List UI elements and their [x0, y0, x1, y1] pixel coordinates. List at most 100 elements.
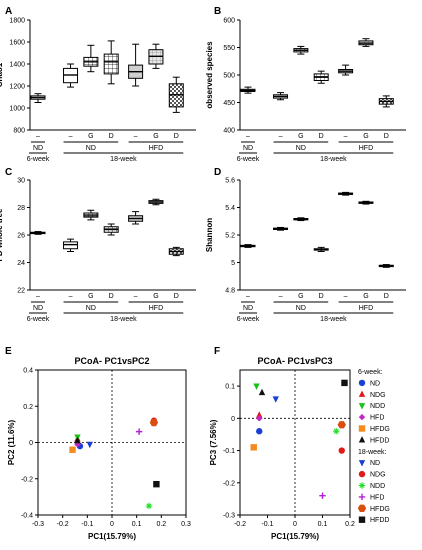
y-tick-label-d: 5.2	[225, 233, 235, 240]
y-tick-label-d: 4.8	[225, 288, 235, 295]
panel-letter-d: D	[214, 167, 221, 178]
legend-marker	[358, 493, 366, 501]
legend-marker	[358, 516, 366, 523]
group-label-hfd18: HFD	[359, 305, 373, 312]
x-category-label: G	[363, 293, 368, 300]
x-category-label: G	[88, 293, 93, 300]
group-label-nd6: ND	[243, 145, 253, 152]
y-tick-label-b: 600	[223, 18, 235, 25]
y-axis-label-c: PD whole tree	[0, 208, 4, 261]
x-tick-label-e: 0.1	[132, 521, 142, 528]
legend-marker	[358, 482, 366, 489]
x-tick-label-e: -0.2	[57, 521, 69, 528]
y-tick-label-c: 22	[17, 288, 25, 295]
x-tick-label-e: 0.3	[181, 521, 191, 528]
x-category-label: D	[319, 133, 324, 140]
legend-marker	[358, 413, 366, 421]
x-tick-label-e: 0	[110, 521, 114, 528]
data-point-18-ndd	[145, 502, 153, 510]
legend-marker	[357, 504, 367, 512]
x-category-label: D	[174, 293, 179, 300]
legend-label: HFDG	[370, 426, 390, 433]
y-axis-label-a: Chao1	[0, 62, 4, 87]
x-category-label: G	[298, 133, 303, 140]
x-category-label: –	[134, 293, 138, 300]
y-tick-label-b: 400	[223, 128, 235, 135]
x-category-label: –	[344, 133, 348, 140]
legend-marker	[358, 379, 366, 387]
data-point-18-nd	[272, 396, 279, 403]
group-label-week6: 6-week	[27, 156, 50, 163]
y-tick-label-a: 1400	[9, 62, 25, 69]
scatter-plot-f: PCoA- PC1vsPC3-0.2 -0.1 0 0.1 0.2-0.3-0.2-0.…	[209, 356, 355, 541]
legend-label: HFD	[370, 494, 384, 501]
x-category-label: –	[69, 133, 73, 140]
y-tick-label-b: 550	[223, 45, 235, 52]
group-label-nd18: ND	[86, 305, 96, 312]
x-tick-label-f: 0	[293, 521, 297, 528]
panel-letter-f: F	[214, 346, 220, 357]
y-tick-label-a: 800	[13, 128, 25, 135]
group-label-week6: 6-week	[27, 316, 50, 323]
data-point-6-hfdg	[69, 446, 76, 453]
x-category-label: D	[109, 133, 114, 140]
legend-marker	[358, 470, 366, 478]
group-label-week18: 18-week	[320, 156, 347, 163]
y-tick-label-f: 0.1	[225, 384, 235, 391]
y-tick-label-e: 0.4	[23, 368, 33, 375]
group-label-week18: 18-week	[320, 316, 347, 323]
x-tick-label-e: -0.1	[81, 521, 93, 528]
x-category-label: –	[134, 133, 138, 140]
group-label-hfd18: HFD	[359, 145, 373, 152]
legend-marker	[358, 403, 366, 410]
legend-label: NDD	[370, 483, 385, 490]
legend-label: HFDG	[370, 506, 390, 513]
x-category-label: D	[319, 293, 324, 300]
x-category-label: –	[279, 133, 283, 140]
data-point-18-ndg	[338, 447, 345, 454]
group-label-nd6: ND	[33, 145, 43, 152]
data-point-6-nd	[256, 428, 263, 435]
group-label-nd6: ND	[243, 305, 253, 312]
data-point-18-nd	[86, 441, 93, 449]
y-axis-label-b: observed species	[205, 41, 214, 109]
group-label-week6: 6-week	[237, 156, 260, 163]
y-tick-label-d: 5.6	[225, 178, 235, 185]
y-tick-label-a: 1000	[9, 106, 25, 113]
x-category-label: –	[279, 293, 283, 300]
y-tick-label-d: 5.4	[225, 205, 235, 212]
y-tick-label-a: 1600	[9, 40, 25, 47]
panel-letter-c: C	[5, 167, 12, 178]
data-point-6-ndd	[253, 383, 260, 390]
group-label-nd18: ND	[86, 145, 96, 152]
data-point-18-hfd	[135, 428, 143, 435]
y-tick-label-a: 1200	[9, 84, 25, 91]
legend-marker	[358, 436, 366, 443]
legend-label: ND	[370, 380, 380, 387]
box-plot-c: 22 24 26 28 30 PD whole tree – – G D – G D ND 6-week ND…	[0, 178, 196, 323]
x-tick-label-f: -0.2	[234, 521, 246, 528]
group-label-week18: 18-week	[110, 316, 137, 323]
legend-label: ND	[370, 460, 380, 467]
group-label-nd18: ND	[296, 145, 306, 152]
y-tick-label-f: -0.1	[223, 448, 235, 455]
x-category-label: –	[36, 293, 40, 300]
x-category-label: G	[153, 133, 158, 140]
group-label-nd6: ND	[33, 305, 43, 312]
y-tick-label-c: 28	[17, 205, 25, 212]
data-point-18-hfd	[319, 492, 326, 499]
y-tick-label-e: 0.2	[23, 404, 33, 411]
y-tick-label-b: 500	[223, 73, 235, 80]
x-category-label: G	[88, 133, 93, 140]
plot-title-f: PCoA- PC1vsPC3	[257, 356, 332, 366]
legend-header-6-week: 6-week:	[358, 369, 383, 376]
panel-letter-b: B	[214, 6, 221, 17]
legend: 6-week: ND NDG NDD HFD HFDG HFDD 18-week: ND NDG N…	[357, 369, 390, 524]
y-tick-label-a: 1800	[9, 18, 25, 25]
box-plot-a: 800 1000 1200 1400 1600 1800 Chao1 – – G D – G D ND 6-w…	[0, 18, 196, 163]
y-axis-label-f: PC3 (7.56%)	[209, 419, 218, 465]
data-point-6-ndg	[256, 411, 263, 418]
y-axis-label-e: PC2 (11.6%)	[7, 419, 16, 465]
x-tick-label-f: 0.2	[345, 521, 355, 528]
scatter-plot-e: PCoA- PC1vsPC2 -0.3 -0.2 -0.1 0 0.1 0.2 0.3 -0.4…	[7, 356, 191, 541]
